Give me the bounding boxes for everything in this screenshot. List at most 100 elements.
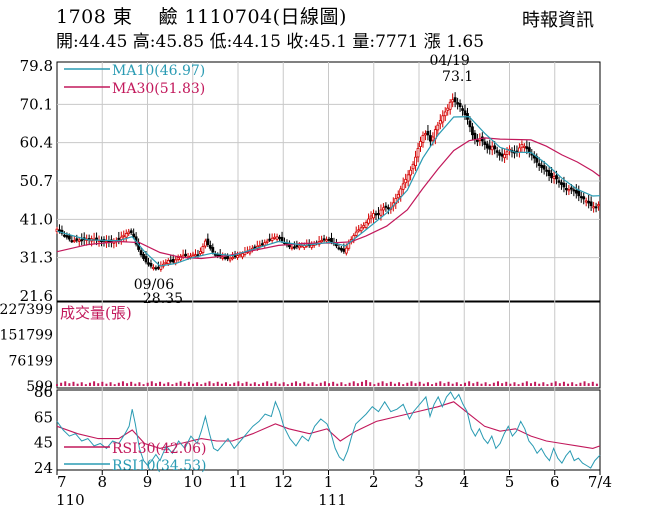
volume-bar xyxy=(295,381,298,386)
volume-bar xyxy=(476,381,479,386)
volume-bar xyxy=(373,384,376,386)
candle-body xyxy=(441,115,445,123)
candle-body xyxy=(152,266,155,269)
candle-body xyxy=(320,240,323,243)
candle-body xyxy=(547,170,551,177)
volume-bar xyxy=(591,381,594,386)
candle-body xyxy=(290,246,294,249)
volume-bar xyxy=(480,383,483,386)
volume-bar xyxy=(319,382,322,386)
volume-bar xyxy=(97,383,100,386)
volume-bar xyxy=(443,383,446,386)
brand-label: 時報資訊 xyxy=(522,10,594,31)
volume-bar xyxy=(554,381,557,386)
candle-body xyxy=(156,266,160,269)
candle-body xyxy=(270,237,274,241)
candle-body xyxy=(414,156,417,167)
stock-code: 1708 xyxy=(56,6,107,28)
volume-bar xyxy=(101,381,104,386)
volume-bar xyxy=(80,382,83,386)
candle-body xyxy=(223,256,227,259)
candle-body xyxy=(589,201,593,207)
volume-bar xyxy=(521,382,524,386)
rsi30-legend-label: RSI30(42.06) xyxy=(112,441,206,457)
chart-title: 1708 東 鹼 1110704(日線圖) xyxy=(56,2,347,29)
volume-bar xyxy=(113,384,116,386)
candle-body xyxy=(77,239,81,242)
volume-bar xyxy=(558,383,561,386)
volume-bar xyxy=(224,382,227,386)
candle-body xyxy=(490,146,494,151)
volume-bar xyxy=(464,382,467,386)
x-tick-label: 5 xyxy=(505,473,515,491)
candle-body xyxy=(216,254,220,257)
candle-body xyxy=(537,163,541,166)
candle-body xyxy=(169,259,173,262)
volume-bar xyxy=(163,383,166,386)
candle-body xyxy=(174,259,178,264)
x-tick-label: 11 xyxy=(228,473,247,491)
candle-body xyxy=(406,174,410,182)
volume-bar xyxy=(356,383,359,386)
volume-bar xyxy=(270,383,273,386)
volume-bar xyxy=(418,381,421,386)
volume-bar xyxy=(459,384,462,386)
volume-bar xyxy=(583,381,586,386)
volume-bar xyxy=(245,381,248,386)
volume-bar xyxy=(262,382,265,386)
volume-bar xyxy=(134,383,137,386)
candle-body xyxy=(70,240,74,243)
candle-body xyxy=(438,120,442,125)
rsi10-line xyxy=(56,391,601,469)
candle-body xyxy=(500,153,504,157)
candle-series xyxy=(55,92,600,272)
volume-bar xyxy=(88,382,91,386)
volume-bar xyxy=(241,383,244,386)
candle-body xyxy=(485,143,489,149)
low-date-label: 09/06 xyxy=(134,277,174,293)
candle-body xyxy=(344,247,348,254)
candle-body xyxy=(228,257,232,261)
candle-body xyxy=(396,193,400,199)
volume-bar xyxy=(121,381,124,386)
x-tick-label: 1 xyxy=(324,473,334,491)
candle-body xyxy=(147,262,150,265)
candle-body xyxy=(241,253,244,258)
candle-body xyxy=(327,238,331,241)
x-tick-label: 10 xyxy=(183,473,202,491)
candle-body xyxy=(80,239,84,242)
volume-bar xyxy=(274,381,277,386)
candle-body xyxy=(117,237,121,240)
volume-tick-label: 76199 xyxy=(8,353,53,369)
volume-bar xyxy=(389,381,392,386)
volume-bar xyxy=(439,381,442,386)
volume-bar xyxy=(105,383,108,386)
x-tick-label: 8 xyxy=(97,473,107,491)
volume-bar xyxy=(435,382,438,386)
low-price-label: 28.35 xyxy=(143,291,183,307)
volume-bar xyxy=(517,384,520,386)
volume-bar xyxy=(192,383,195,386)
candle-body xyxy=(203,240,207,247)
price-tick-label: 60.4 xyxy=(20,134,53,152)
volume-bar xyxy=(146,382,149,386)
volume-bar xyxy=(109,382,112,386)
rsi-tick-label: 45 xyxy=(34,433,53,451)
candle-body xyxy=(448,101,452,110)
candle-body xyxy=(436,124,440,131)
price-tick-label: 41.0 xyxy=(20,210,53,228)
volume-bar xyxy=(303,381,306,386)
volume-bar xyxy=(323,381,326,386)
volume-bar xyxy=(290,382,293,386)
candle-body xyxy=(139,250,143,256)
volume-bar xyxy=(249,383,252,386)
candle-body xyxy=(525,146,529,150)
volume-bar xyxy=(332,381,335,386)
candle-body xyxy=(542,165,546,170)
volume-bar xyxy=(369,382,372,386)
candle-body xyxy=(295,245,299,248)
volume-bar xyxy=(187,381,190,386)
candle-body xyxy=(488,145,492,150)
candle-body xyxy=(268,238,272,241)
